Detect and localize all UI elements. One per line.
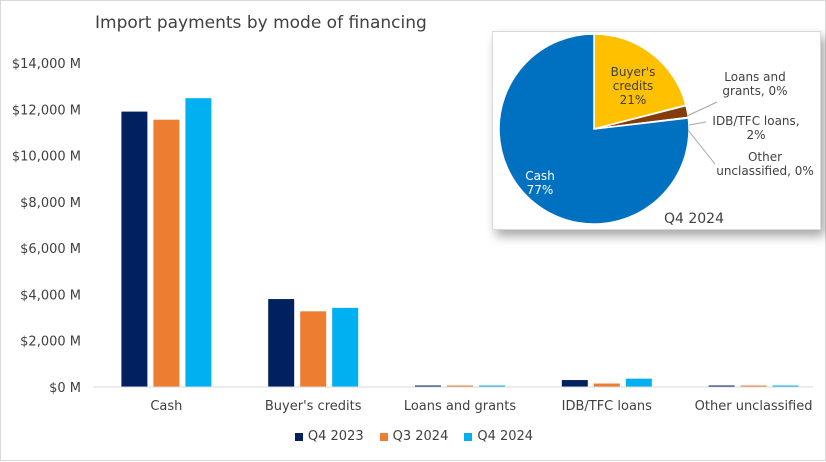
pie-slice xyxy=(498,33,690,225)
x-axis-labels: Cash Buyer's credits Loans and grants IDB/T… xyxy=(150,399,812,414)
x-tick-label: Cash xyxy=(150,399,182,414)
y-tick-label: $14,000 M xyxy=(12,57,81,72)
bar xyxy=(415,385,441,387)
legend-item: Q3 2024 xyxy=(379,429,449,444)
leader-line xyxy=(686,101,718,117)
pie-slice xyxy=(593,33,687,130)
legend-label: Q4 2024 xyxy=(477,429,534,444)
x-tick-label: IDB/TFC loans xyxy=(562,399,653,414)
bar-series xyxy=(121,98,799,388)
bar xyxy=(153,119,180,387)
y-axis-ticks: $0 M $2,000 M $4,000 M $6,000 M $8,000 M $10,… xyxy=(12,57,81,396)
legend-item: Q4 2024 xyxy=(464,429,533,444)
legend-label: Q4 2023 xyxy=(307,429,364,444)
legend: Q4 2023 Q3 2024 Q4 2024 xyxy=(1,429,826,444)
pie-slice-label: Loans and grants, 0% xyxy=(722,70,787,98)
bar xyxy=(772,385,799,387)
pie-title: Q4 2024 xyxy=(664,211,724,227)
bar xyxy=(121,111,148,387)
bar xyxy=(479,385,505,387)
y-tick-label: $8,000 M xyxy=(20,196,81,211)
bar xyxy=(447,385,473,387)
x-tick-label: Loans and grants xyxy=(404,399,517,414)
pie-slices xyxy=(498,33,690,225)
legend-item: Q4 2023 xyxy=(294,429,364,444)
y-tick-label: $0 M xyxy=(49,381,81,396)
bar xyxy=(708,385,735,387)
x-tick-label: Other unclassified xyxy=(695,399,813,414)
y-tick-label: $10,000 M xyxy=(12,150,81,165)
y-tick-label: $2,000 M xyxy=(20,335,81,350)
legend-swatch xyxy=(379,432,388,441)
pie-slice-label: Other unclassified, 0% xyxy=(716,150,814,178)
legend-label: Q3 2024 xyxy=(392,429,449,444)
pie-inset: Cash 77% Buyer's credits 21% Loans and grants,… xyxy=(492,31,821,230)
bar xyxy=(332,307,359,387)
bar xyxy=(593,383,620,387)
pie-labels: Cash 77% Buyer's credits 21% Loans and grants,… xyxy=(525,65,814,197)
bar xyxy=(740,385,767,387)
pie-slice-label: Buyer's credits 21% xyxy=(611,65,656,107)
y-tick-label: $12,000 M xyxy=(12,103,81,118)
pie-slice-label: Cash 77% xyxy=(525,169,555,197)
bar xyxy=(561,380,588,387)
bar xyxy=(268,299,295,387)
x-tick-label: Buyer's credits xyxy=(265,399,362,414)
legend-swatch xyxy=(294,432,303,441)
chart-title: Import payments by mode of financing xyxy=(95,13,427,33)
leader-line xyxy=(687,129,716,165)
pie-leader-lines xyxy=(686,101,718,165)
leader-line xyxy=(688,121,707,126)
y-tick-label: $4,000 M xyxy=(20,288,81,303)
y-tick-label: $6,000 M xyxy=(20,242,81,257)
bar xyxy=(300,311,327,387)
legend-swatch xyxy=(464,432,473,441)
bar xyxy=(185,98,212,388)
pie-chart: Cash 77% Buyer's credits 21% Loans and grants,… xyxy=(498,33,814,227)
bar xyxy=(625,378,652,387)
pie-slice-label: IDB/TFC loans, 2% xyxy=(712,114,799,142)
